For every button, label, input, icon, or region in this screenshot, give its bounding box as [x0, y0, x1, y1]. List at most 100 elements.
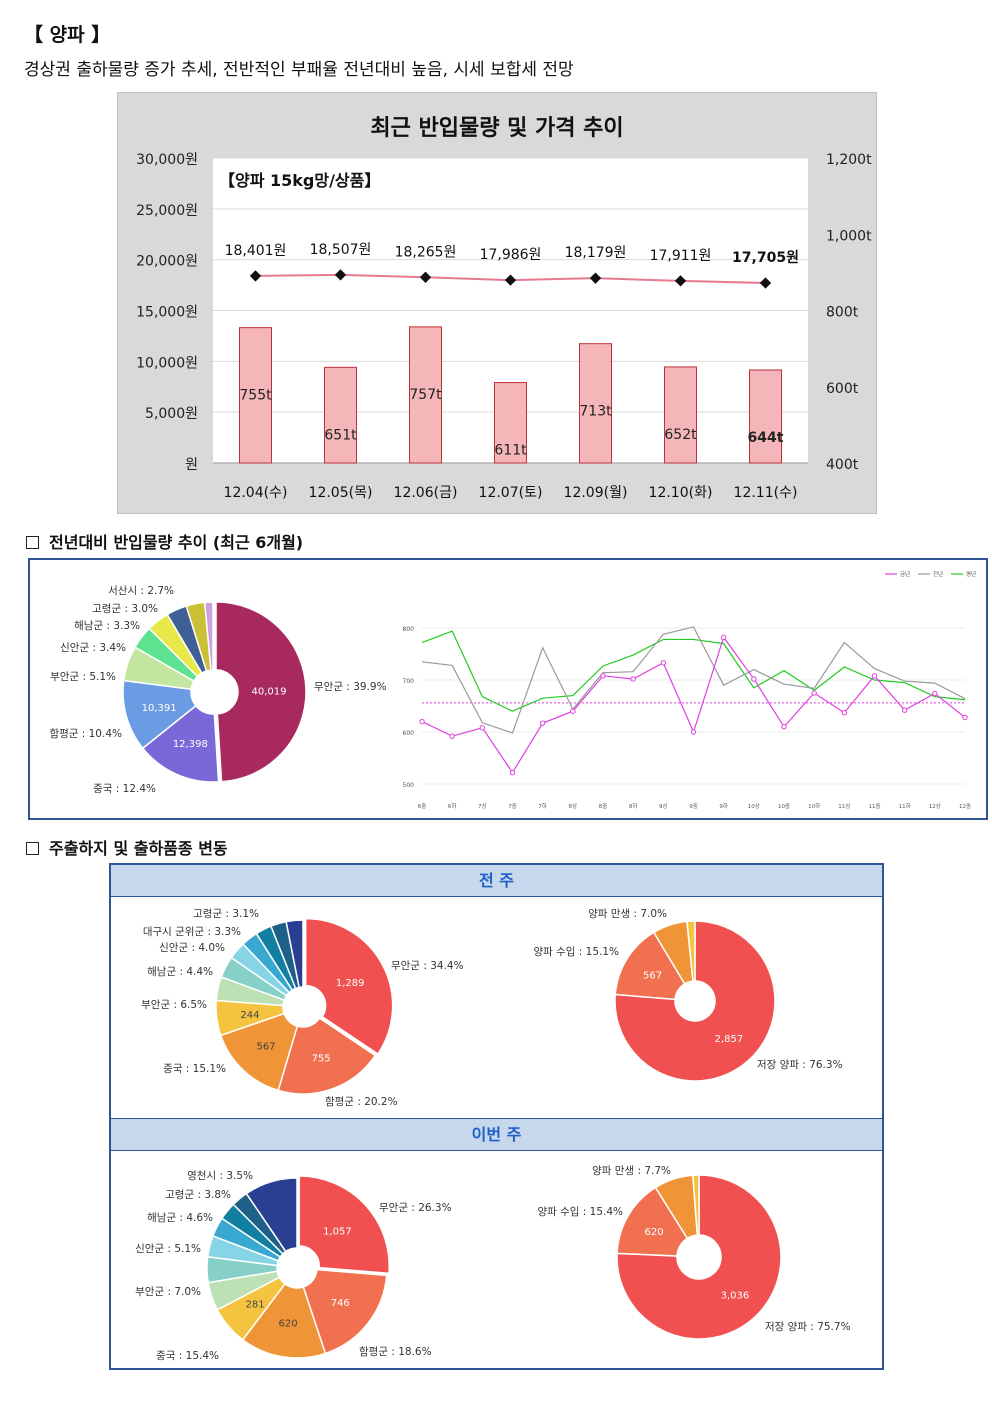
bar-value-label: 713t	[579, 404, 612, 420]
line-x-tick: 7상	[478, 802, 487, 810]
series-point	[419, 718, 425, 725]
x-tick-label: 12.07(토)	[479, 485, 543, 501]
series-point	[781, 724, 787, 730]
series-line	[421, 630, 966, 712]
bar-value-label: 644t	[748, 430, 784, 446]
line-x-tick: 12중	[959, 803, 971, 810]
chart-title: 최근 반입물량 및 가격 추이	[370, 116, 623, 141]
prev-origin-outer-label: 신안군 : 4.0%	[159, 942, 225, 954]
y2-tick-label: 1,200t	[826, 152, 872, 168]
yoy-pie-value-label: 40,019	[251, 686, 286, 697]
series-point	[479, 725, 486, 731]
legend-label: 금년	[900, 570, 910, 578]
prev-variety-value-label: 567	[643, 971, 662, 982]
this-origin-outer-label: 함평군 : 18.6%	[359, 1346, 432, 1358]
bar	[749, 369, 782, 464]
prev-variety-slice	[614, 920, 776, 1082]
bar	[324, 366, 357, 464]
prev-origin-outer-label: 대구시 군위군 : 3.3%	[143, 925, 241, 938]
line-x-tick: 9중	[689, 803, 698, 810]
price-marker	[249, 270, 262, 282]
prev-origin-outer-label: 무안군 : 34.4%	[391, 960, 464, 972]
prev-origin-slice	[277, 1017, 377, 1095]
line-x-tick: 8상	[569, 802, 578, 810]
series-point	[570, 708, 576, 714]
line-x-tick: 12상	[929, 802, 941, 810]
bar-value-label: 757t	[409, 387, 442, 403]
prev-origin-slice	[219, 1012, 299, 1092]
prev-variety-value-label: 2,857	[715, 1034, 744, 1045]
series-point	[539, 720, 546, 726]
line-x-tick: 8중	[599, 803, 608, 810]
price-volume-chart-panel: 최근 반입물량 및 가격 추이 원 5,000원 10,000원 15,000원 20,0…	[117, 92, 877, 514]
line-x-tick: 7중	[508, 803, 517, 810]
line-x-tick: 11하	[899, 802, 911, 810]
line-y-tick: 800	[403, 626, 415, 633]
line-x-tick: 8하	[629, 802, 638, 810]
this-origin-outer-label: 신안군 : 5.1%	[135, 1243, 201, 1255]
prev-origin-outer-label: 부안군 : 6.5%	[141, 999, 207, 1011]
y2-tick-label: 1,000t	[826, 228, 872, 244]
y2-tick-label: 400t	[826, 457, 859, 473]
this-origin-slice	[245, 1177, 298, 1253]
origin-panel: 전 주 이번 주 1,289 755 567 244 무안군 : 34.4% 함평군 : …	[109, 863, 884, 1370]
x-tick-label: 12.09(월)	[564, 485, 628, 501]
series-point	[751, 676, 757, 682]
line-x-tick: 11상	[838, 802, 850, 810]
bar	[579, 343, 612, 464]
series-point	[660, 660, 667, 666]
prev-origin-value-label: 244	[240, 1010, 259, 1021]
line-x-tick: 10중	[778, 803, 790, 810]
line-x-tick: 10하	[808, 802, 820, 810]
series-point	[720, 634, 727, 641]
line-x-tick: 11중	[868, 803, 880, 810]
prev-variety-outer-label: 저장 양파 : 76.3%	[757, 1059, 843, 1071]
series-point	[841, 710, 848, 716]
origin-charts: 1,289 755 567 244 무안군 : 34.4% 함평군 : 20.2% 중국 :…	[135, 908, 850, 1362]
series-line	[421, 636, 966, 774]
price-label: 18,401원	[225, 243, 287, 259]
line-x-tick: 9하	[719, 802, 728, 810]
this-variety-value-label: 3,036	[721, 1291, 750, 1302]
prev-origin-slice	[285, 919, 304, 989]
y-tick-label: 10,000원	[136, 355, 198, 371]
this-origin-slice	[298, 1175, 390, 1275]
y-tick-label: 20,000원	[136, 254, 198, 270]
checkbox-icon	[26, 842, 39, 855]
y-tick-label: 5,000원	[145, 406, 198, 422]
section-origin-heading: 주출하지 및 출하품종 변동	[26, 835, 228, 859]
prev-origin-outer-label: 해남군 : 4.4%	[147, 965, 213, 978]
this-origin-value-label: 746	[331, 1298, 350, 1309]
legend-label: 전년	[933, 570, 943, 578]
series-point	[932, 690, 938, 697]
yoy-pie-outer-label: 부안군 : 5.1%	[50, 671, 116, 683]
yoy-pie-value-label: 12,398	[173, 739, 208, 750]
this-origin-outer-label: 해남군 : 4.6%	[147, 1211, 213, 1224]
series-point	[811, 690, 817, 696]
yoy-pie-outer-label: 신안군 : 3.4%	[60, 642, 126, 654]
price-label: 18,265원	[395, 244, 457, 260]
price-label: 18,507원	[310, 242, 372, 258]
this-origin-slice	[302, 1268, 388, 1355]
this-origin-value-label: 1,057	[323, 1227, 352, 1238]
this-origin-outer-label: 영천시 : 3.5%	[187, 1170, 253, 1182]
this-origin-slice	[241, 1282, 327, 1359]
this-variety-outer-label: 양파 만생 : 7.7%	[592, 1165, 671, 1177]
series-point	[630, 676, 636, 682]
bar-value-label: 755t	[239, 388, 272, 404]
yoy-pie-value-label: 10,391	[142, 703, 177, 714]
prev-origin-outer-label: 함평군 : 20.2%	[325, 1096, 398, 1108]
prev-variety-outer-label: 양파 만생 : 7.0%	[588, 908, 667, 920]
price-label: 17,705원	[732, 250, 799, 266]
y-tick-label: 25,000원	[136, 203, 198, 219]
bar-value-label: 651t	[324, 427, 357, 443]
this-variety-slice	[616, 1186, 689, 1257]
this-origin-outer-label: 중국 : 15.4%	[156, 1350, 219, 1362]
prev-origin-value-label: 755	[312, 1053, 331, 1064]
this-origin-outer-label: 무안군 : 26.3%	[379, 1202, 452, 1214]
this-origin-value-label: 281	[246, 1300, 265, 1311]
bar-value-label: 611t	[494, 443, 527, 459]
line-y-tick: 500	[403, 782, 415, 789]
yoy-pie-slice	[141, 704, 220, 783]
this-origin-value-label: 620	[279, 1318, 298, 1329]
